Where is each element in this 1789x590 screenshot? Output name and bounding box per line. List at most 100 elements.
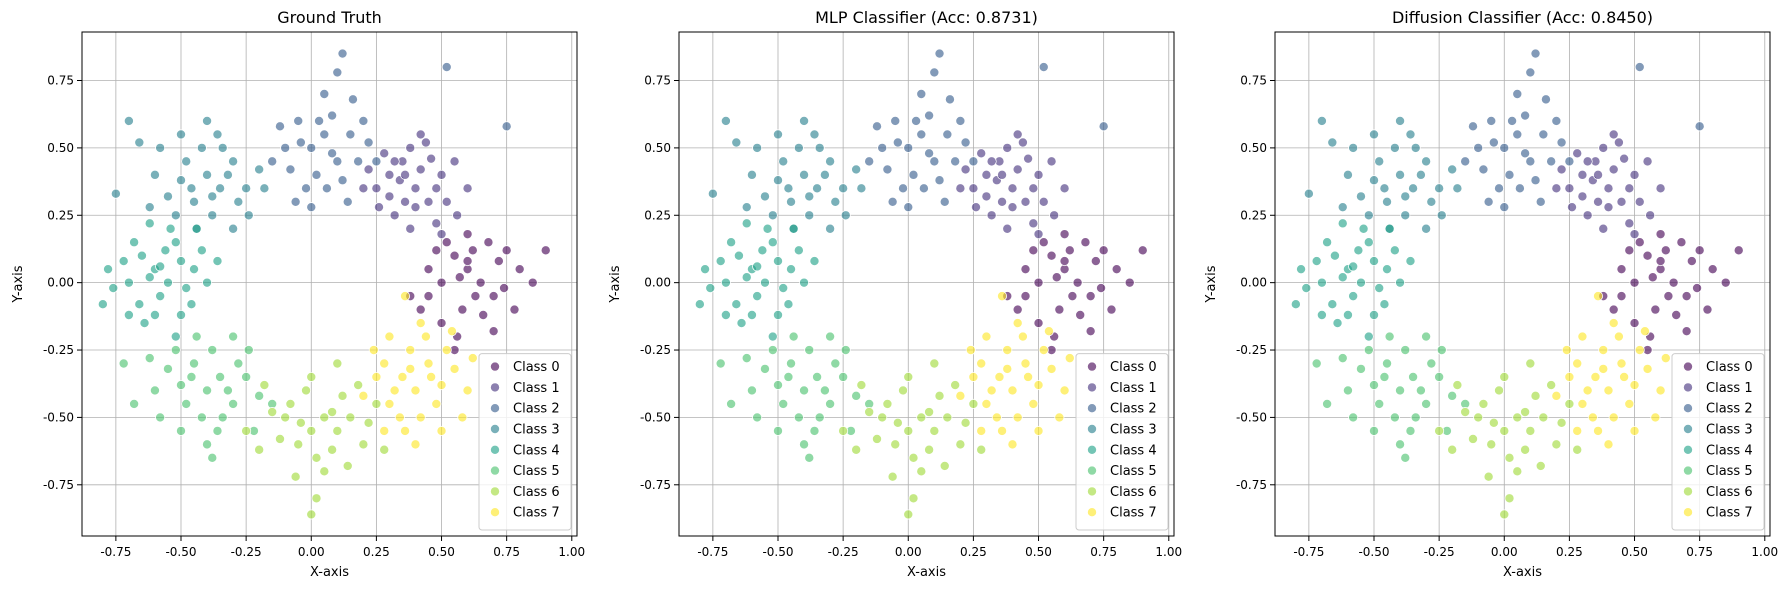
point-class-1: [1613, 137, 1624, 148]
point-class-2: [327, 148, 338, 159]
point-class-3: [1421, 223, 1432, 234]
point-class-4: [767, 331, 778, 342]
point-class-2: [942, 129, 953, 140]
point-class-7: [1017, 331, 1028, 342]
legend-marker: [489, 382, 500, 393]
point-class-4: [809, 256, 820, 267]
point-class-3: [783, 183, 794, 194]
point-class-6: [960, 417, 971, 428]
point-class-0: [1020, 264, 1031, 275]
point-class-6: [903, 371, 914, 382]
point-class-2: [1538, 129, 1549, 140]
point-class-1: [1572, 148, 1583, 159]
point-class-1: [1629, 169, 1640, 180]
point-class-4: [720, 309, 731, 320]
point-class-5: [1311, 358, 1322, 369]
point-class-7: [1655, 385, 1666, 396]
point-class-5: [207, 345, 218, 356]
legend-marker: [1087, 507, 1098, 518]
point-class-0: [1064, 245, 1075, 256]
point-class-0: [1655, 256, 1666, 267]
point-class-2: [1530, 48, 1541, 59]
point-class-7: [449, 363, 460, 374]
point-class-2: [944, 94, 955, 105]
point-class-6: [1499, 425, 1510, 436]
point-class-4: [773, 309, 784, 320]
point-class-7: [462, 385, 473, 396]
point-class-1: [405, 142, 416, 153]
point-class-4: [139, 318, 150, 329]
point-class-3: [259, 183, 270, 194]
legend-entry: Class 3: [1706, 423, 1753, 438]
point-class-1: [1028, 183, 1039, 194]
point-class-7: [1642, 363, 1653, 374]
point-class-6: [1512, 466, 1523, 477]
point-class-6: [1546, 380, 1557, 391]
point-class-6: [379, 444, 390, 455]
point-class-5: [804, 452, 815, 463]
point-class-0: [488, 326, 499, 337]
point-class-6: [1504, 452, 1515, 463]
point-class-5: [1415, 385, 1426, 396]
point-class-7: [457, 412, 468, 423]
point-class-2: [1504, 169, 1515, 180]
point-class-0: [478, 309, 489, 320]
legend-marker: [1683, 361, 1694, 372]
point-class-0: [1663, 291, 1674, 302]
point-class-0: [475, 277, 486, 288]
legend-entry: Class 4: [1706, 443, 1753, 458]
point-class-7: [968, 371, 979, 382]
point-class-2: [887, 196, 898, 207]
point-class-0: [1059, 229, 1070, 240]
point-class-0: [493, 256, 504, 267]
point-class-3: [1447, 164, 1458, 175]
y-tick-label: -0.75: [43, 478, 74, 492]
point-class-7: [997, 291, 1008, 302]
point-class-7: [371, 371, 382, 382]
point-class-4: [189, 264, 200, 275]
point-class-6: [1564, 398, 1575, 409]
point-class-7: [415, 412, 426, 423]
point-class-0: [1072, 277, 1083, 288]
point-class-3: [215, 183, 226, 194]
point-class-6: [903, 425, 914, 436]
y-tick-label: 0.00: [47, 276, 74, 290]
x-tick-label: 0.25: [363, 545, 390, 559]
point-class-0: [1733, 245, 1744, 256]
legend-entry: Class 0: [1110, 360, 1157, 375]
legend-entry: Class 1: [1706, 381, 1753, 396]
point-class-7: [1577, 398, 1588, 409]
point-class-3: [1434, 183, 1445, 194]
point-class-6: [1520, 407, 1531, 418]
point-class-2: [371, 156, 382, 167]
point-class-4: [155, 261, 166, 272]
point-class-5: [1421, 398, 1432, 409]
y-tick-label: -0.25: [1236, 343, 1267, 357]
point-class-4: [726, 237, 737, 248]
legend-box: [1075, 353, 1169, 531]
point-class-2: [1488, 137, 1499, 148]
point-class-5: [1384, 331, 1395, 342]
point-class-1: [1012, 164, 1023, 175]
point-class-5: [809, 425, 820, 436]
legend-entry: Class 0: [1706, 360, 1753, 375]
point-class-7: [1564, 371, 1575, 382]
point-class-6: [1460, 407, 1471, 418]
point-class-5: [129, 398, 140, 409]
point-class-5: [1348, 412, 1359, 423]
point-class-3: [1452, 183, 1463, 194]
point-class-4: [720, 277, 731, 288]
legend-marker: [1683, 403, 1694, 414]
point-class-5: [202, 439, 213, 450]
point-class-0: [1702, 304, 1713, 315]
point-class-6: [306, 371, 317, 382]
x-tick-label: 0.75: [1686, 545, 1713, 559]
y-tick-label: -0.75: [640, 478, 671, 492]
point-class-7: [1028, 398, 1039, 409]
y-tick-label: 0.75: [1240, 74, 1267, 88]
point-class-4: [1329, 250, 1340, 261]
legend-marker: [1087, 403, 1098, 414]
point-class-4: [134, 299, 145, 310]
point-class-5: [1410, 412, 1421, 423]
point-class-6: [924, 444, 935, 455]
